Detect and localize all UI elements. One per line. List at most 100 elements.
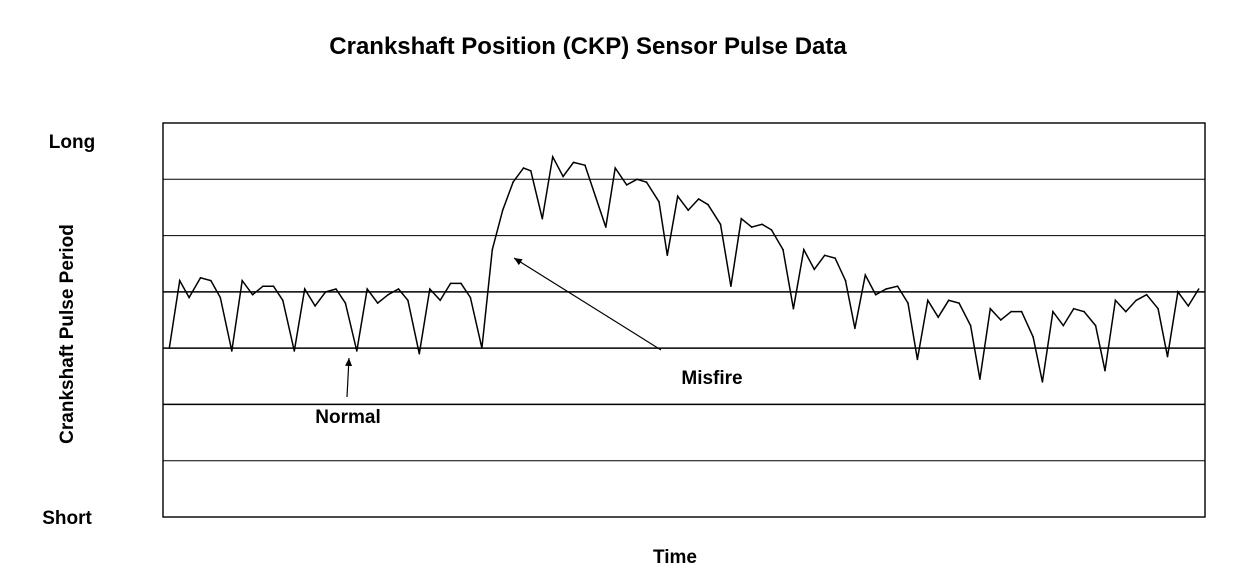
data-point xyxy=(541,217,544,220)
data-point xyxy=(1083,310,1085,313)
data-point xyxy=(864,274,867,276)
data-point xyxy=(645,181,648,183)
data-point xyxy=(761,223,763,226)
data-point xyxy=(614,167,616,169)
data-point xyxy=(1114,299,1117,302)
data-point xyxy=(439,299,442,302)
data-point xyxy=(1010,310,1012,313)
data-point xyxy=(1020,310,1023,313)
y-bottom-label: Short xyxy=(42,508,92,529)
data-point xyxy=(272,285,275,288)
data-point xyxy=(293,350,296,352)
data-point xyxy=(262,285,264,288)
data-point xyxy=(666,254,669,257)
data-point xyxy=(1177,291,1179,293)
data-point xyxy=(1032,336,1034,338)
data-point xyxy=(1197,288,1200,290)
data-point xyxy=(303,288,306,290)
data-point xyxy=(469,296,472,299)
data-point xyxy=(792,307,795,310)
data-point xyxy=(844,279,847,282)
data-point xyxy=(491,248,494,251)
data-point xyxy=(1145,293,1148,296)
data-points xyxy=(168,156,1200,383)
data-point xyxy=(834,257,836,259)
data-point xyxy=(314,305,316,307)
data-point xyxy=(1157,307,1159,310)
y-top-label: Long xyxy=(49,132,95,153)
data-point xyxy=(803,248,805,251)
data-point xyxy=(958,302,960,304)
data-point xyxy=(241,279,243,282)
data-point xyxy=(366,288,369,290)
data-point xyxy=(178,279,181,282)
data-point xyxy=(282,299,284,302)
data-point xyxy=(1166,355,1169,358)
annotation-misfire: Misfire xyxy=(681,368,742,389)
data-point xyxy=(1041,381,1044,383)
data-point xyxy=(324,291,327,293)
data-point xyxy=(947,299,950,302)
data-point xyxy=(937,316,939,319)
data-point xyxy=(823,254,826,257)
data-point xyxy=(1104,369,1106,372)
data-point xyxy=(429,288,431,290)
data-point xyxy=(676,195,679,197)
gridlines xyxy=(163,178,1205,462)
data-point xyxy=(707,203,709,206)
data-point xyxy=(501,209,504,211)
data-point xyxy=(989,307,992,310)
data-point xyxy=(572,161,575,164)
data-point xyxy=(551,156,554,158)
data-point xyxy=(1125,310,1127,313)
data-point xyxy=(916,358,919,361)
data-point xyxy=(522,167,525,169)
data-point xyxy=(210,279,212,282)
data-point xyxy=(562,175,564,178)
data-point xyxy=(740,217,743,220)
data-point xyxy=(344,302,347,304)
data-point xyxy=(687,209,689,211)
data-point xyxy=(188,296,190,299)
data-point xyxy=(854,327,856,330)
plot-area-frame xyxy=(162,122,1206,518)
data-point xyxy=(594,195,597,197)
data-point xyxy=(1000,319,1002,321)
data-point xyxy=(605,226,607,228)
data-point xyxy=(1135,299,1137,302)
data-point xyxy=(251,293,254,296)
data-point xyxy=(1062,324,1065,327)
data-point xyxy=(231,350,233,352)
data-point xyxy=(397,288,400,290)
data-point xyxy=(387,293,389,296)
data-point xyxy=(1072,307,1075,310)
data-point xyxy=(730,285,732,288)
annotation-normal: Normal xyxy=(315,407,380,428)
data-point xyxy=(512,181,514,183)
data-point xyxy=(896,285,899,288)
data-point xyxy=(625,184,628,186)
data-point xyxy=(874,293,877,296)
data-point xyxy=(376,302,379,304)
data-point xyxy=(530,170,532,172)
data-point xyxy=(1094,324,1097,327)
data-point xyxy=(636,178,638,181)
data-point xyxy=(979,378,981,380)
data-point xyxy=(770,229,773,231)
pulse-period-line xyxy=(168,154,1200,383)
data-point xyxy=(813,268,816,271)
normal-arrow xyxy=(345,357,353,398)
x-axis-label: Time xyxy=(653,547,697,568)
data-point xyxy=(907,302,909,304)
data-point xyxy=(750,226,753,228)
data-point xyxy=(199,277,202,279)
data-point xyxy=(719,223,722,226)
data-point xyxy=(418,353,421,355)
data-point xyxy=(658,201,660,203)
chart-title: Crankshaft Position (CKP) Sensor Pulse D… xyxy=(329,33,847,60)
data-point xyxy=(168,347,171,349)
data-point xyxy=(1187,305,1190,307)
data-point xyxy=(460,282,462,285)
data-point xyxy=(481,347,483,349)
